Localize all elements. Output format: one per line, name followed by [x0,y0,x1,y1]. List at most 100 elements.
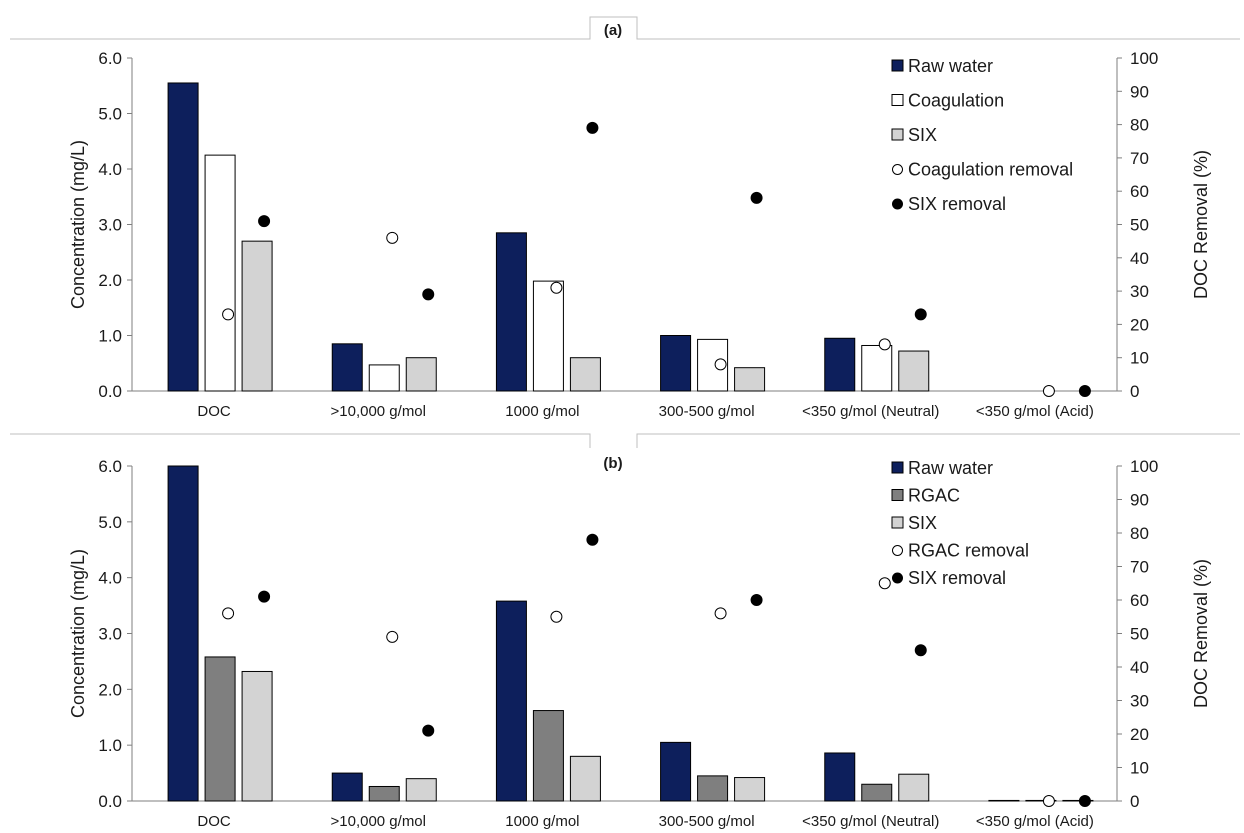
y2-axis-title: DOC Removal (%) [1191,150,1211,299]
bar-raw-water [660,335,692,392]
open-marker [550,281,563,294]
y-tick-label: 2.0 [98,680,122,699]
legend-label: SIX [908,513,937,533]
y2-tick-label: 10 [1130,349,1149,368]
bar-rgac [1025,799,1057,802]
x-tick-label: DOC [197,813,231,830]
open-marker [386,630,399,643]
legend-label: Raw water [908,458,993,478]
bar-six [898,773,930,802]
y-tick-label: 4.0 [98,160,122,179]
panel-b-chart: (b) 0.0 1.0 2.0 3.0 4.0 5.0 6.0 0 10 20 30 40 50 60 70 8… [68,455,1211,830]
bar-six [241,240,273,392]
bar-raw-water [824,337,856,392]
legend-swatch [891,489,904,501]
x-tick-label: 300-500 g/mol [659,403,755,420]
filled-marker [1078,385,1091,397]
bar-six [1062,799,1094,802]
bar-raw-water [167,465,199,802]
bar-six [405,778,437,802]
bar-six [569,755,601,802]
filled-marker [1078,795,1091,807]
y2-tick-label: 50 [1130,625,1149,644]
x-tick-label: >10,000 g/mol [331,403,427,420]
y2-tick-label: 100 [1130,49,1158,68]
x-tick-label: 1000 g/mol [505,403,579,420]
x-tick-label: <350 g/mol (Acid) [976,813,1094,830]
y2-tick-label: 50 [1130,216,1149,235]
bar-six [241,670,273,802]
y2-tick-label: 0 [1130,792,1139,811]
y2-tick-label: 90 [1130,82,1149,101]
y-axis-title: Concentration (mg/L) [68,549,88,718]
y-tick-label: 1.0 [98,327,122,346]
y-axis-title: Concentration (mg/L) [68,140,88,309]
x-tick-label: <350 g/mol (Acid) [976,403,1094,420]
y-tick-label: 0.0 [98,382,122,401]
legend-marker [892,164,903,175]
bar-coagulation [861,344,893,392]
open-marker [550,610,563,623]
open-marker [878,338,891,351]
legend-label: Coagulation [908,91,1004,111]
bar-raw-water [167,82,199,392]
y-tick-label: 3.0 [98,216,122,235]
bar-raw-water [824,752,856,802]
bar-raw-water [331,343,363,392]
bar-six [734,777,766,802]
y-tick-label: 6.0 [98,49,122,68]
y2-tick-label: 20 [1130,725,1149,744]
bar-six [898,350,930,392]
x-tick-label: <350 g/mol (Neutral) [802,813,939,830]
bar-six [734,367,766,392]
filled-marker [914,308,927,321]
open-marker [1042,385,1055,397]
bar-raw-water [495,600,527,802]
y2-tick-label: 40 [1130,658,1149,677]
y2-tick-label: 30 [1130,282,1149,301]
panel-b-frame [10,433,1240,448]
y-tick-label: 5.0 [98,513,122,532]
y-tick-label: 1.0 [98,736,122,755]
x-tick-label: <350 g/mol (Neutral) [802,403,939,420]
bar-rgac [532,710,564,802]
y2-tick-label: 0 [1130,382,1139,401]
y-tick-label: 0.0 [98,792,122,811]
y-tick-label: 4.0 [98,569,122,588]
y2-tick-label: 60 [1130,591,1149,610]
filled-marker [750,594,763,606]
bar-six [569,357,601,392]
panel-a-chart: (a) 0.0 1.0 2.0 3.0 4.0 5.0 6.0 0 10 20 30 40 50 60 70 8… [68,22,1211,420]
bar-raw-water [988,799,1020,802]
open-marker [386,231,399,244]
panel-label: (a) [604,22,622,39]
x-tick-label: 1000 g/mol [505,813,579,830]
open-marker [1042,795,1055,807]
y2-tick-label: 80 [1130,524,1149,543]
open-marker [222,607,235,620]
y-tick-label: 6.0 [98,457,122,476]
y2-tick-label: 20 [1130,315,1149,334]
bar-rgac [861,783,893,802]
y2-tick-label: 70 [1130,558,1149,577]
panel-label: (b) [603,455,622,472]
y2-tick-label: 30 [1130,692,1149,711]
y2-tick-label: 10 [1130,759,1149,778]
filled-marker [586,533,599,546]
bar-rgac [368,785,400,802]
y2-tick-label: 40 [1130,249,1149,268]
open-marker [714,358,727,371]
open-marker [878,577,891,590]
filled-marker [914,644,927,657]
y2-axis-title: DOC Removal (%) [1191,559,1211,708]
bar-coagulation [368,364,400,392]
bar-six [405,357,437,392]
filled-marker [750,191,763,204]
legend-marker [892,572,903,584]
filled-marker [422,724,435,737]
bar-coagulation [532,280,564,392]
y2-tick-label: 80 [1130,116,1149,135]
x-tick-label: 300-500 g/mol [659,813,755,830]
y2-tick-label: 60 [1130,182,1149,201]
y2-tick-label: 100 [1130,457,1158,476]
